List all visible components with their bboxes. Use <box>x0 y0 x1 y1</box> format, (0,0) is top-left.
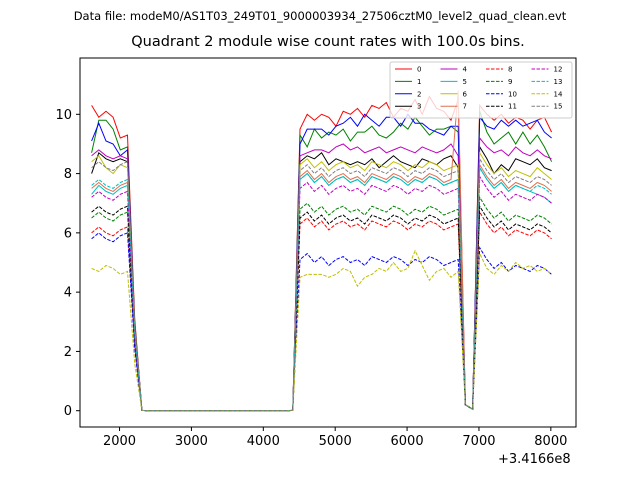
legend-label-4: 4 <box>463 66 468 74</box>
legend-label-12: 12 <box>554 66 563 74</box>
suptitle-data-file: Data file: modeM0/AS1T03_249T01_90000039… <box>73 9 567 23</box>
legend-label-14: 14 <box>554 90 563 98</box>
x-tick-label: 8000 <box>534 434 567 449</box>
legend-label-9: 9 <box>508 78 512 86</box>
y-tick-label: 6 <box>64 226 72 241</box>
y-tick-label: 10 <box>55 108 72 123</box>
x-tick-label: 5000 <box>319 434 352 449</box>
legend-label-8: 8 <box>508 66 512 74</box>
series-line-0 <box>91 95 553 412</box>
legend-label-10: 10 <box>508 90 517 98</box>
x-offset-label: +3.4166e8 <box>498 452 571 467</box>
series-line-15 <box>91 157 552 412</box>
legend-label-1: 1 <box>417 78 421 86</box>
legend-label-0: 0 <box>417 66 421 74</box>
series-line-12 <box>91 174 552 412</box>
y-tick-label: 0 <box>64 404 72 419</box>
series-line-13 <box>91 166 552 412</box>
legend-label-15: 15 <box>554 103 563 111</box>
legend-label-6: 6 <box>463 90 468 98</box>
series-line-9 <box>91 195 552 412</box>
series-line-1 <box>91 111 553 412</box>
series-line-8 <box>91 210 552 412</box>
legend-label-11: 11 <box>508 103 517 111</box>
series-line-14 <box>91 249 552 412</box>
x-tick-label: 7000 <box>462 434 495 449</box>
chart-title: Quadrant 2 module wise count rates with … <box>131 34 525 50</box>
y-tick-label: 2 <box>64 345 72 360</box>
series-line-5 <box>91 166 552 412</box>
x-tick-label: 2000 <box>103 434 136 449</box>
legend-box <box>389 61 573 119</box>
legend-label-13: 13 <box>554 78 563 86</box>
series-line-2 <box>91 113 552 412</box>
legend-label-3: 3 <box>417 103 421 111</box>
y-tick-label: 4 <box>64 286 72 301</box>
legend-label-7: 7 <box>463 103 467 111</box>
y-tick-label: 8 <box>64 167 72 182</box>
ticks-layer: 2000 3000 4000 5000 6000 7000 8000 0 2 4 6 8 10 <box>55 108 567 449</box>
legend-label-2: 2 <box>417 90 421 98</box>
axes-frame <box>79 57 577 428</box>
legend-label-5: 5 <box>463 78 467 86</box>
x-tick-label: 4000 <box>247 434 280 449</box>
series-layer <box>91 90 553 412</box>
x-tick-label: 3000 <box>175 434 208 449</box>
x-tick-label: 6000 <box>391 434 424 449</box>
series-line-11 <box>91 204 552 412</box>
series-line-3 <box>91 145 552 412</box>
series-line-6 <box>91 151 552 412</box>
